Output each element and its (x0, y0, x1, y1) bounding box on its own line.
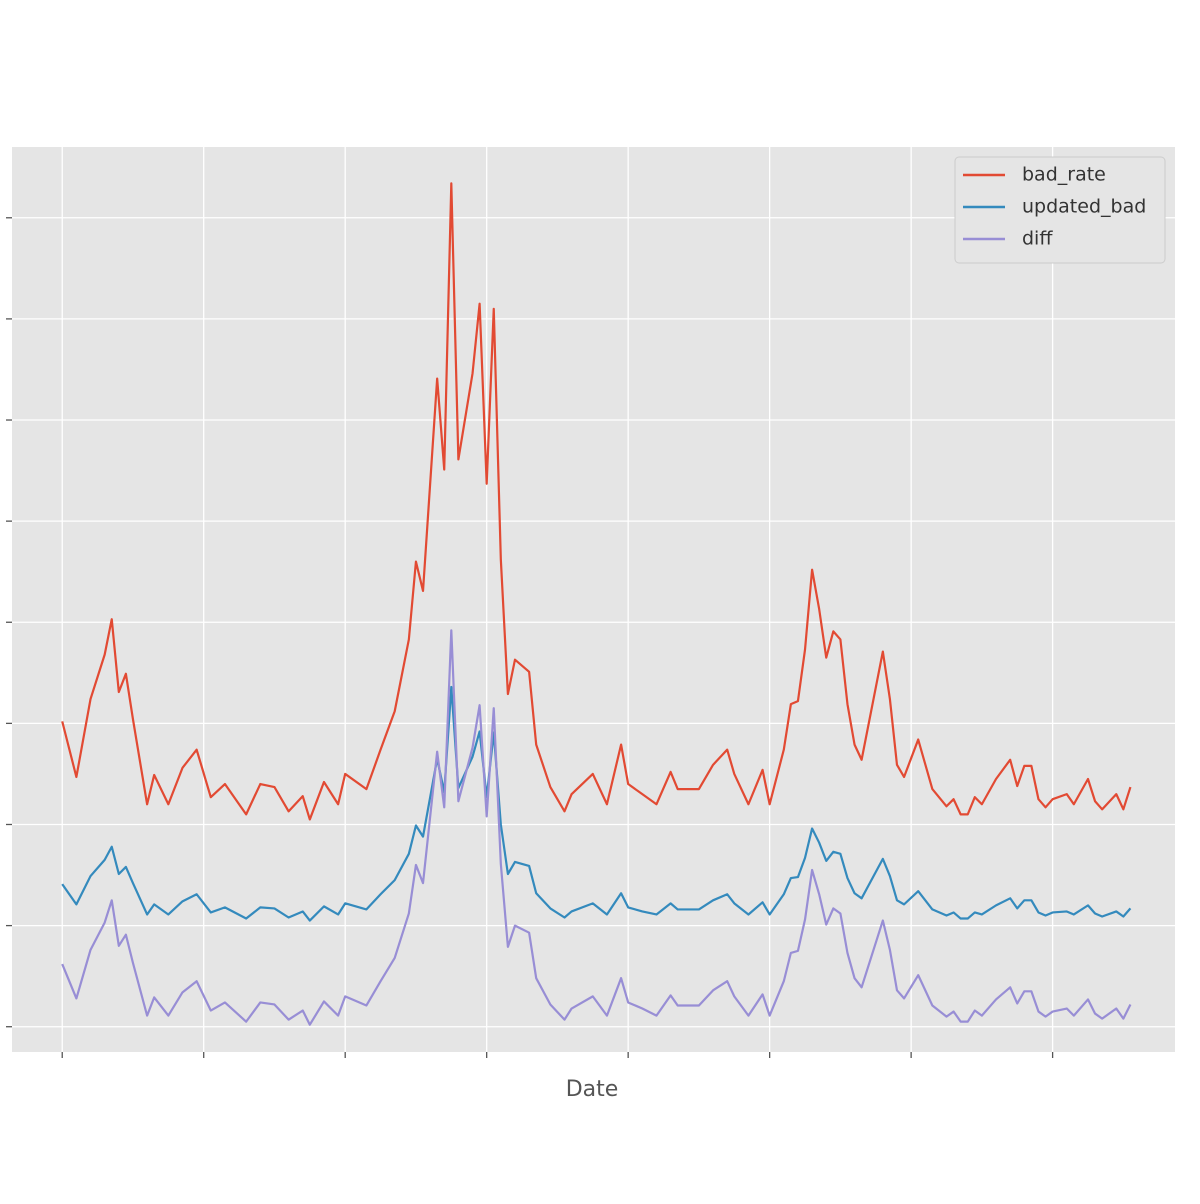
x-axis-label: Date (566, 1077, 619, 1102)
legend-label: diff (1022, 228, 1053, 250)
legend-label: updated_bad (1022, 196, 1146, 218)
lines (61, 182, 1132, 1026)
legend-label: bad_rate (1022, 164, 1106, 186)
series-line (61, 685, 1132, 922)
plot-area (12, 147, 1175, 1052)
series-line (61, 629, 1132, 1026)
grid (6, 147, 1175, 1058)
series-line (61, 182, 1132, 821)
legend-box (954, 156, 1166, 264)
